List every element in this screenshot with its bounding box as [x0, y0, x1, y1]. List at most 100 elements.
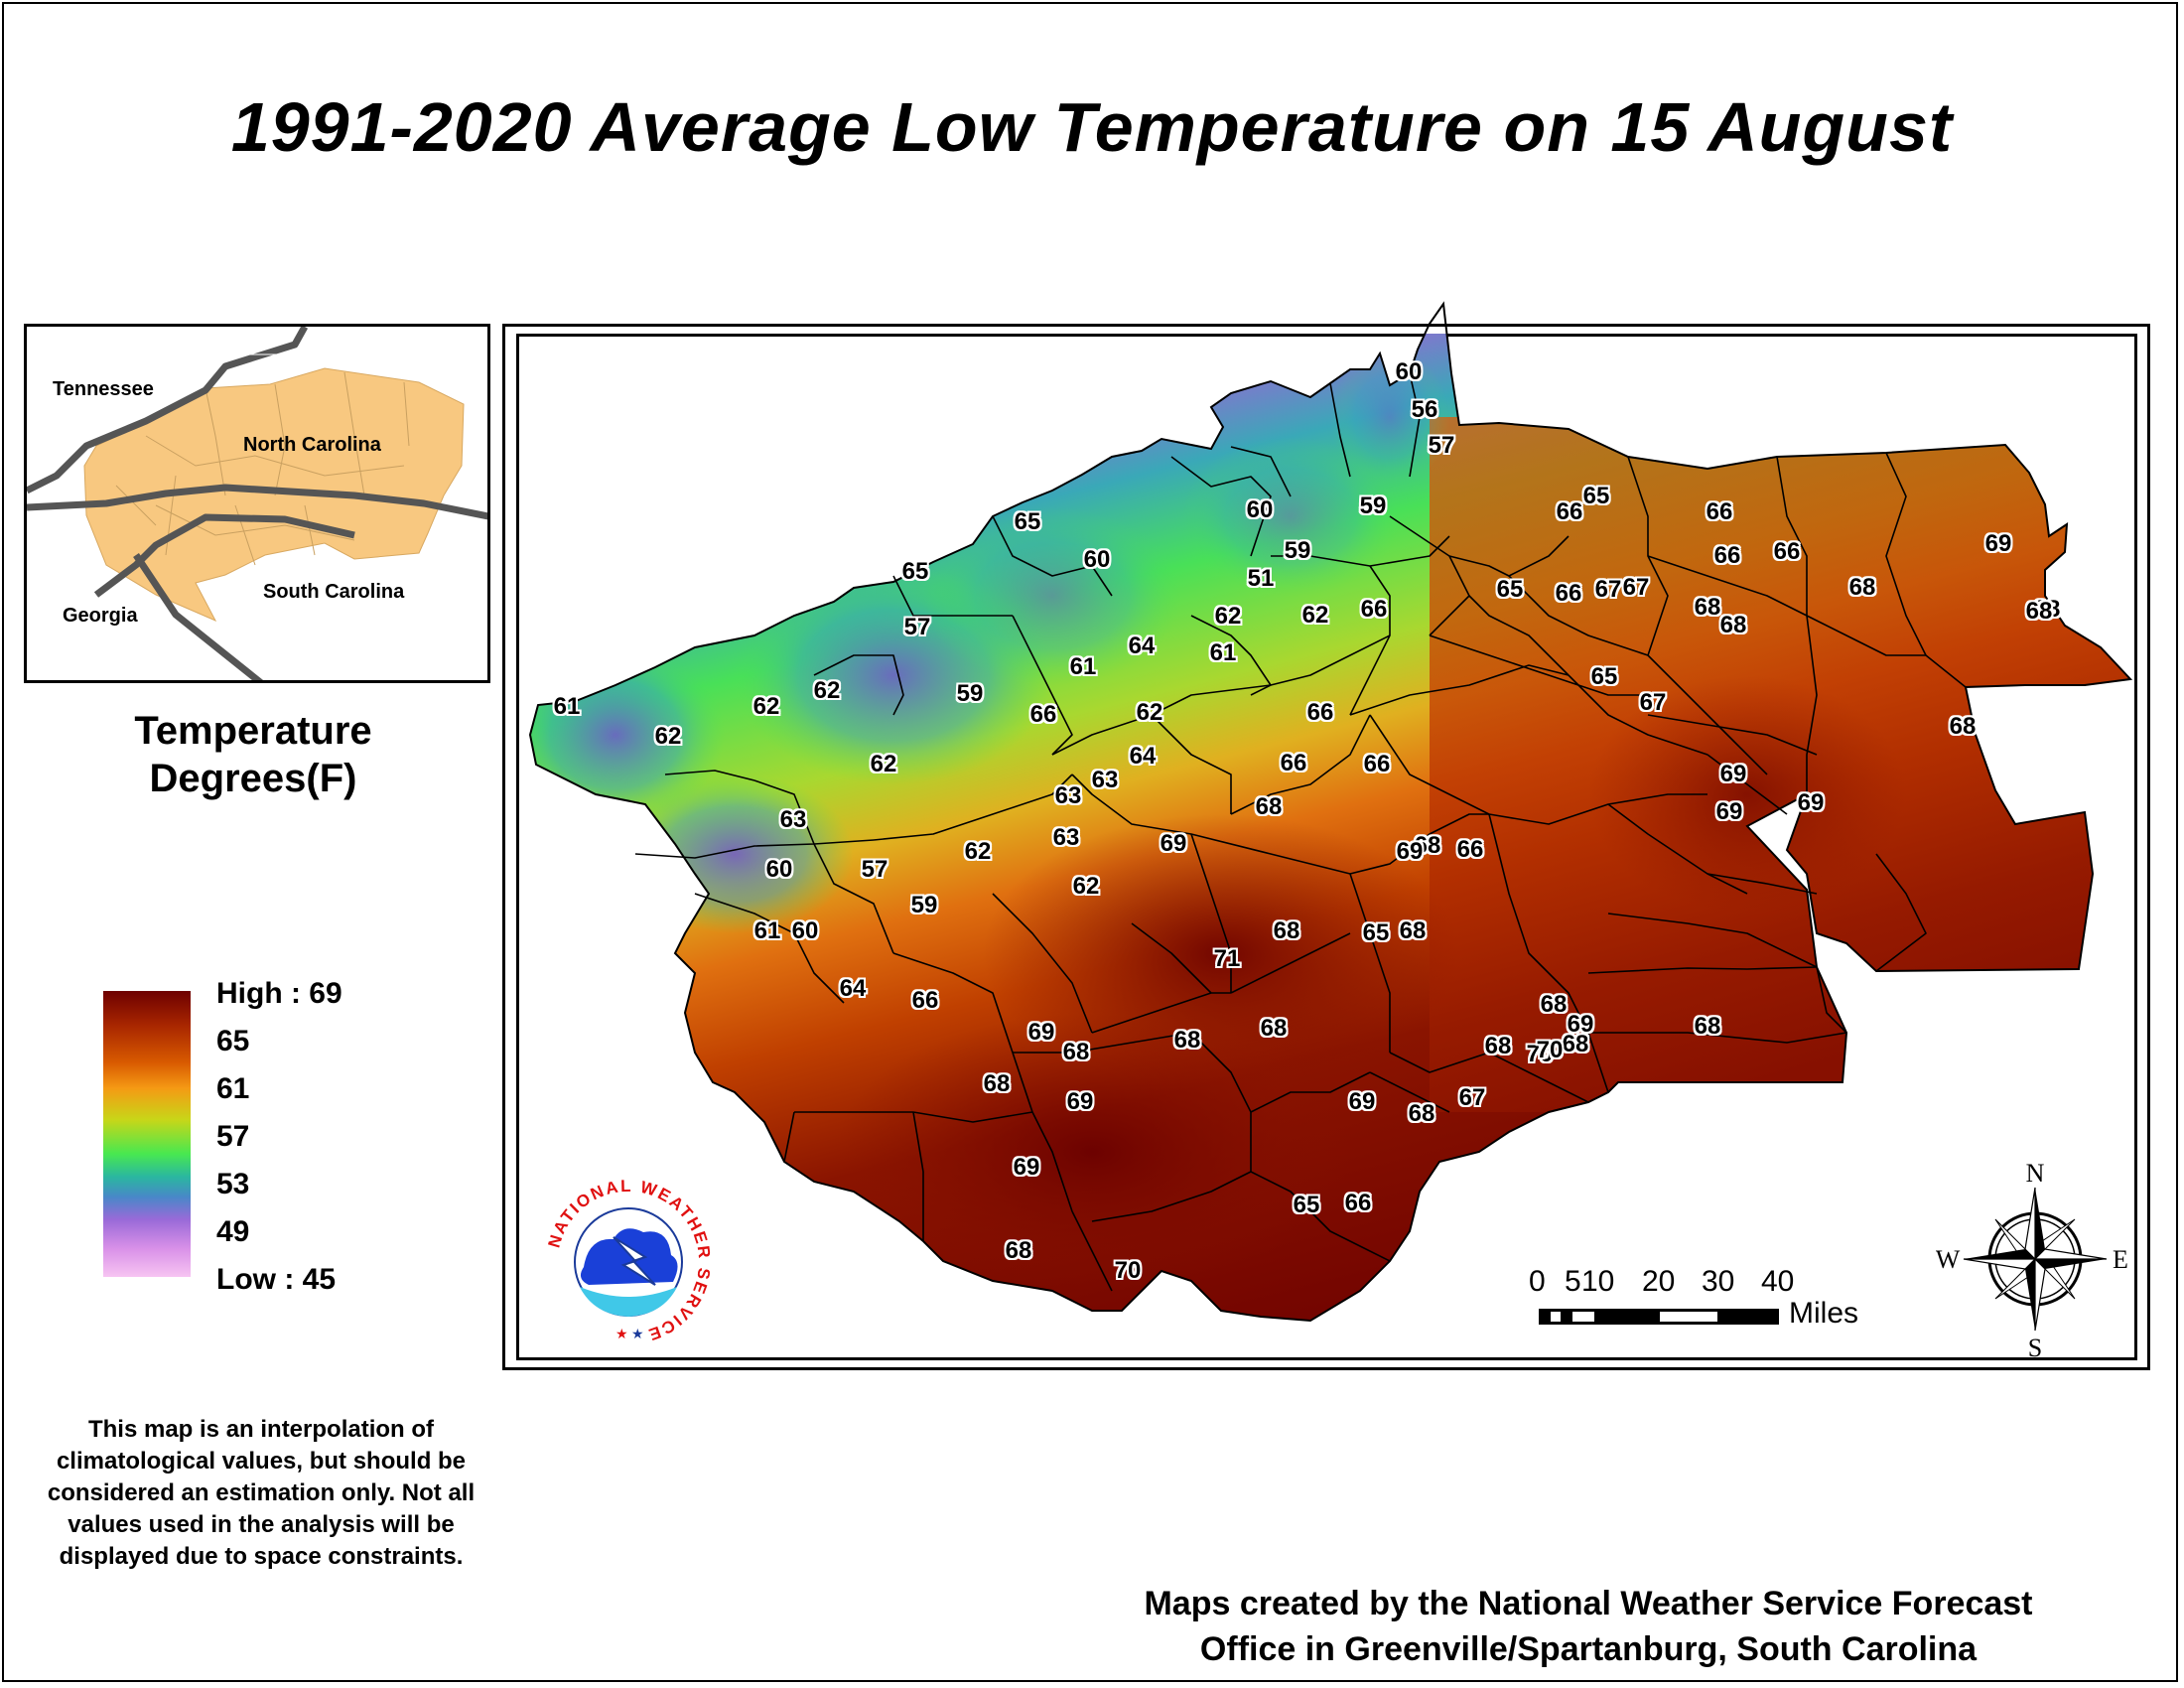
station-value: 60 [791, 917, 819, 944]
credit-text: Maps created by the National Weather Ser… [1032, 1581, 2144, 1672]
nws-logo-star-2: ★ [631, 1326, 644, 1341]
station-value: 69 [1066, 1088, 1094, 1115]
legend-tick-57: 57 [216, 1120, 250, 1153]
station-value: 67 [1594, 576, 1622, 603]
legend-color-ramp [103, 991, 191, 1277]
station-value: 66 [1363, 751, 1391, 777]
station-value: 62 [1136, 699, 1163, 726]
station-value: 61 [1069, 653, 1097, 680]
station-value: 69 [1567, 1011, 1594, 1038]
station-value: 59 [956, 680, 984, 707]
nws-logo-cloud [580, 1228, 678, 1285]
station-value: 70 [1114, 1257, 1142, 1284]
station-value: 62 [1214, 603, 1242, 630]
compass-n: N [2026, 1160, 2045, 1188]
legend-tick-61: 61 [216, 1072, 250, 1105]
station-value: 59 [1284, 537, 1311, 564]
station-value: 69 [1984, 530, 2012, 557]
station-value: 60 [1246, 496, 1274, 523]
credit-line-2: Office in Greenville/Spartanburg, South … [1199, 1630, 1978, 1668]
station-value: 62 [654, 723, 682, 750]
station-value: 69 [1396, 838, 1424, 865]
scale-label-5: 5 [1565, 1265, 1581, 1298]
station-value: 62 [964, 838, 992, 865]
station-value: 68 [2033, 596, 2061, 623]
inset-label-georgia: Georgia [63, 605, 138, 627]
station-value: 62 [1072, 873, 1100, 900]
station-value: 68 [1414, 832, 1441, 859]
scale-units-label: Miles [1789, 1297, 1859, 1330]
scale-label-20: 20 [1642, 1265, 1676, 1298]
legend-title-line2: Degrees(F) [149, 757, 357, 800]
nws-logo-icon: NATIONAL WEATHER SERVICE ★ ★ [545, 1178, 713, 1344]
station-value: 71 [1213, 945, 1241, 972]
station-value: 66 [1773, 538, 1801, 565]
nws-logo-lightning [613, 1236, 656, 1286]
station-value: 65 [1496, 576, 1524, 603]
station-value: 70 [1526, 1041, 1554, 1067]
inset-label-north-carolina: North Carolina [243, 434, 381, 456]
station-value: 68 [1260, 1015, 1288, 1042]
station-value: 65 [1590, 663, 1618, 690]
station-value: 64 [1128, 633, 1156, 659]
station-value: 68 [1848, 574, 1876, 601]
scale-bar [1539, 1309, 1779, 1325]
station-value: 66 [1360, 596, 1388, 623]
station-value: 68 [1562, 1031, 1589, 1057]
station-value: 68 [983, 1070, 1011, 1097]
station-value: 66 [1344, 1190, 1372, 1216]
compass-cardinal-points [1963, 1187, 2108, 1332]
station-value: 59 [1359, 492, 1387, 519]
station-value: 68 [1399, 917, 1427, 944]
county-boundaries [634, 372, 1967, 1292]
legend-title-line1: Temperature [134, 709, 372, 753]
station-value: 57 [1428, 432, 1455, 459]
station-value: 63 [779, 806, 807, 833]
station-value: 69 [1797, 789, 1825, 816]
inset-label-tennessee: Tennessee [53, 378, 154, 400]
legend-tick-53: 53 [216, 1168, 250, 1200]
legend-tick-49: 49 [216, 1215, 250, 1248]
station-value: 62 [1301, 602, 1329, 629]
legend-tick-65: 65 [216, 1025, 250, 1057]
station-value: 57 [903, 614, 931, 640]
scale-label-10: 10 [1581, 1265, 1615, 1298]
station-value: 65 [1582, 483, 1610, 509]
station-value: 66 [1706, 498, 1733, 525]
legend-title: Temperature Degrees(F) [60, 707, 447, 802]
station-value: 64 [839, 975, 867, 1002]
station-value: 70 [1536, 1037, 1564, 1063]
compass-e: E [2113, 1245, 2128, 1274]
disclaimer-note: This map is an interpolation of climatol… [47, 1416, 476, 1570]
station-value: 62 [813, 677, 841, 704]
station-value: 66 [1713, 542, 1741, 569]
station-value: 56 [1411, 396, 1438, 423]
inset-state-fill [83, 367, 465, 623]
nws-logo-water [580, 1287, 677, 1317]
station-value: 63 [1054, 782, 1082, 809]
station-value: 68 [2025, 598, 2053, 625]
station-value: 66 [1456, 836, 1484, 863]
station-value: 65 [1362, 919, 1390, 946]
station-value: 60 [1395, 358, 1423, 385]
station-value: 61 [1209, 639, 1237, 666]
station-value: 67 [1639, 689, 1667, 716]
station-value: 62 [752, 693, 780, 720]
nws-logo-stars: ★ [615, 1326, 628, 1341]
map-frame-inner [516, 334, 2137, 1360]
station-value: 66 [1306, 699, 1334, 726]
station-value: 61 [753, 917, 781, 944]
credit-line-1: Maps created by the National Weather Ser… [1144, 1585, 2033, 1622]
inset-label-south-carolina: South Carolina [263, 581, 405, 603]
station-value: 60 [765, 856, 793, 883]
station-value: 69 [1348, 1088, 1376, 1115]
station-value: 68 [1062, 1039, 1090, 1065]
station-value: 69 [1027, 1019, 1055, 1046]
station-value: 68 [1949, 713, 1977, 740]
station-value: 65 [1293, 1192, 1320, 1218]
station-value: 68 [1719, 612, 1747, 638]
legend-low-label: Low : 45 [216, 1263, 337, 1296]
station-value: 69 [1715, 798, 1743, 825]
